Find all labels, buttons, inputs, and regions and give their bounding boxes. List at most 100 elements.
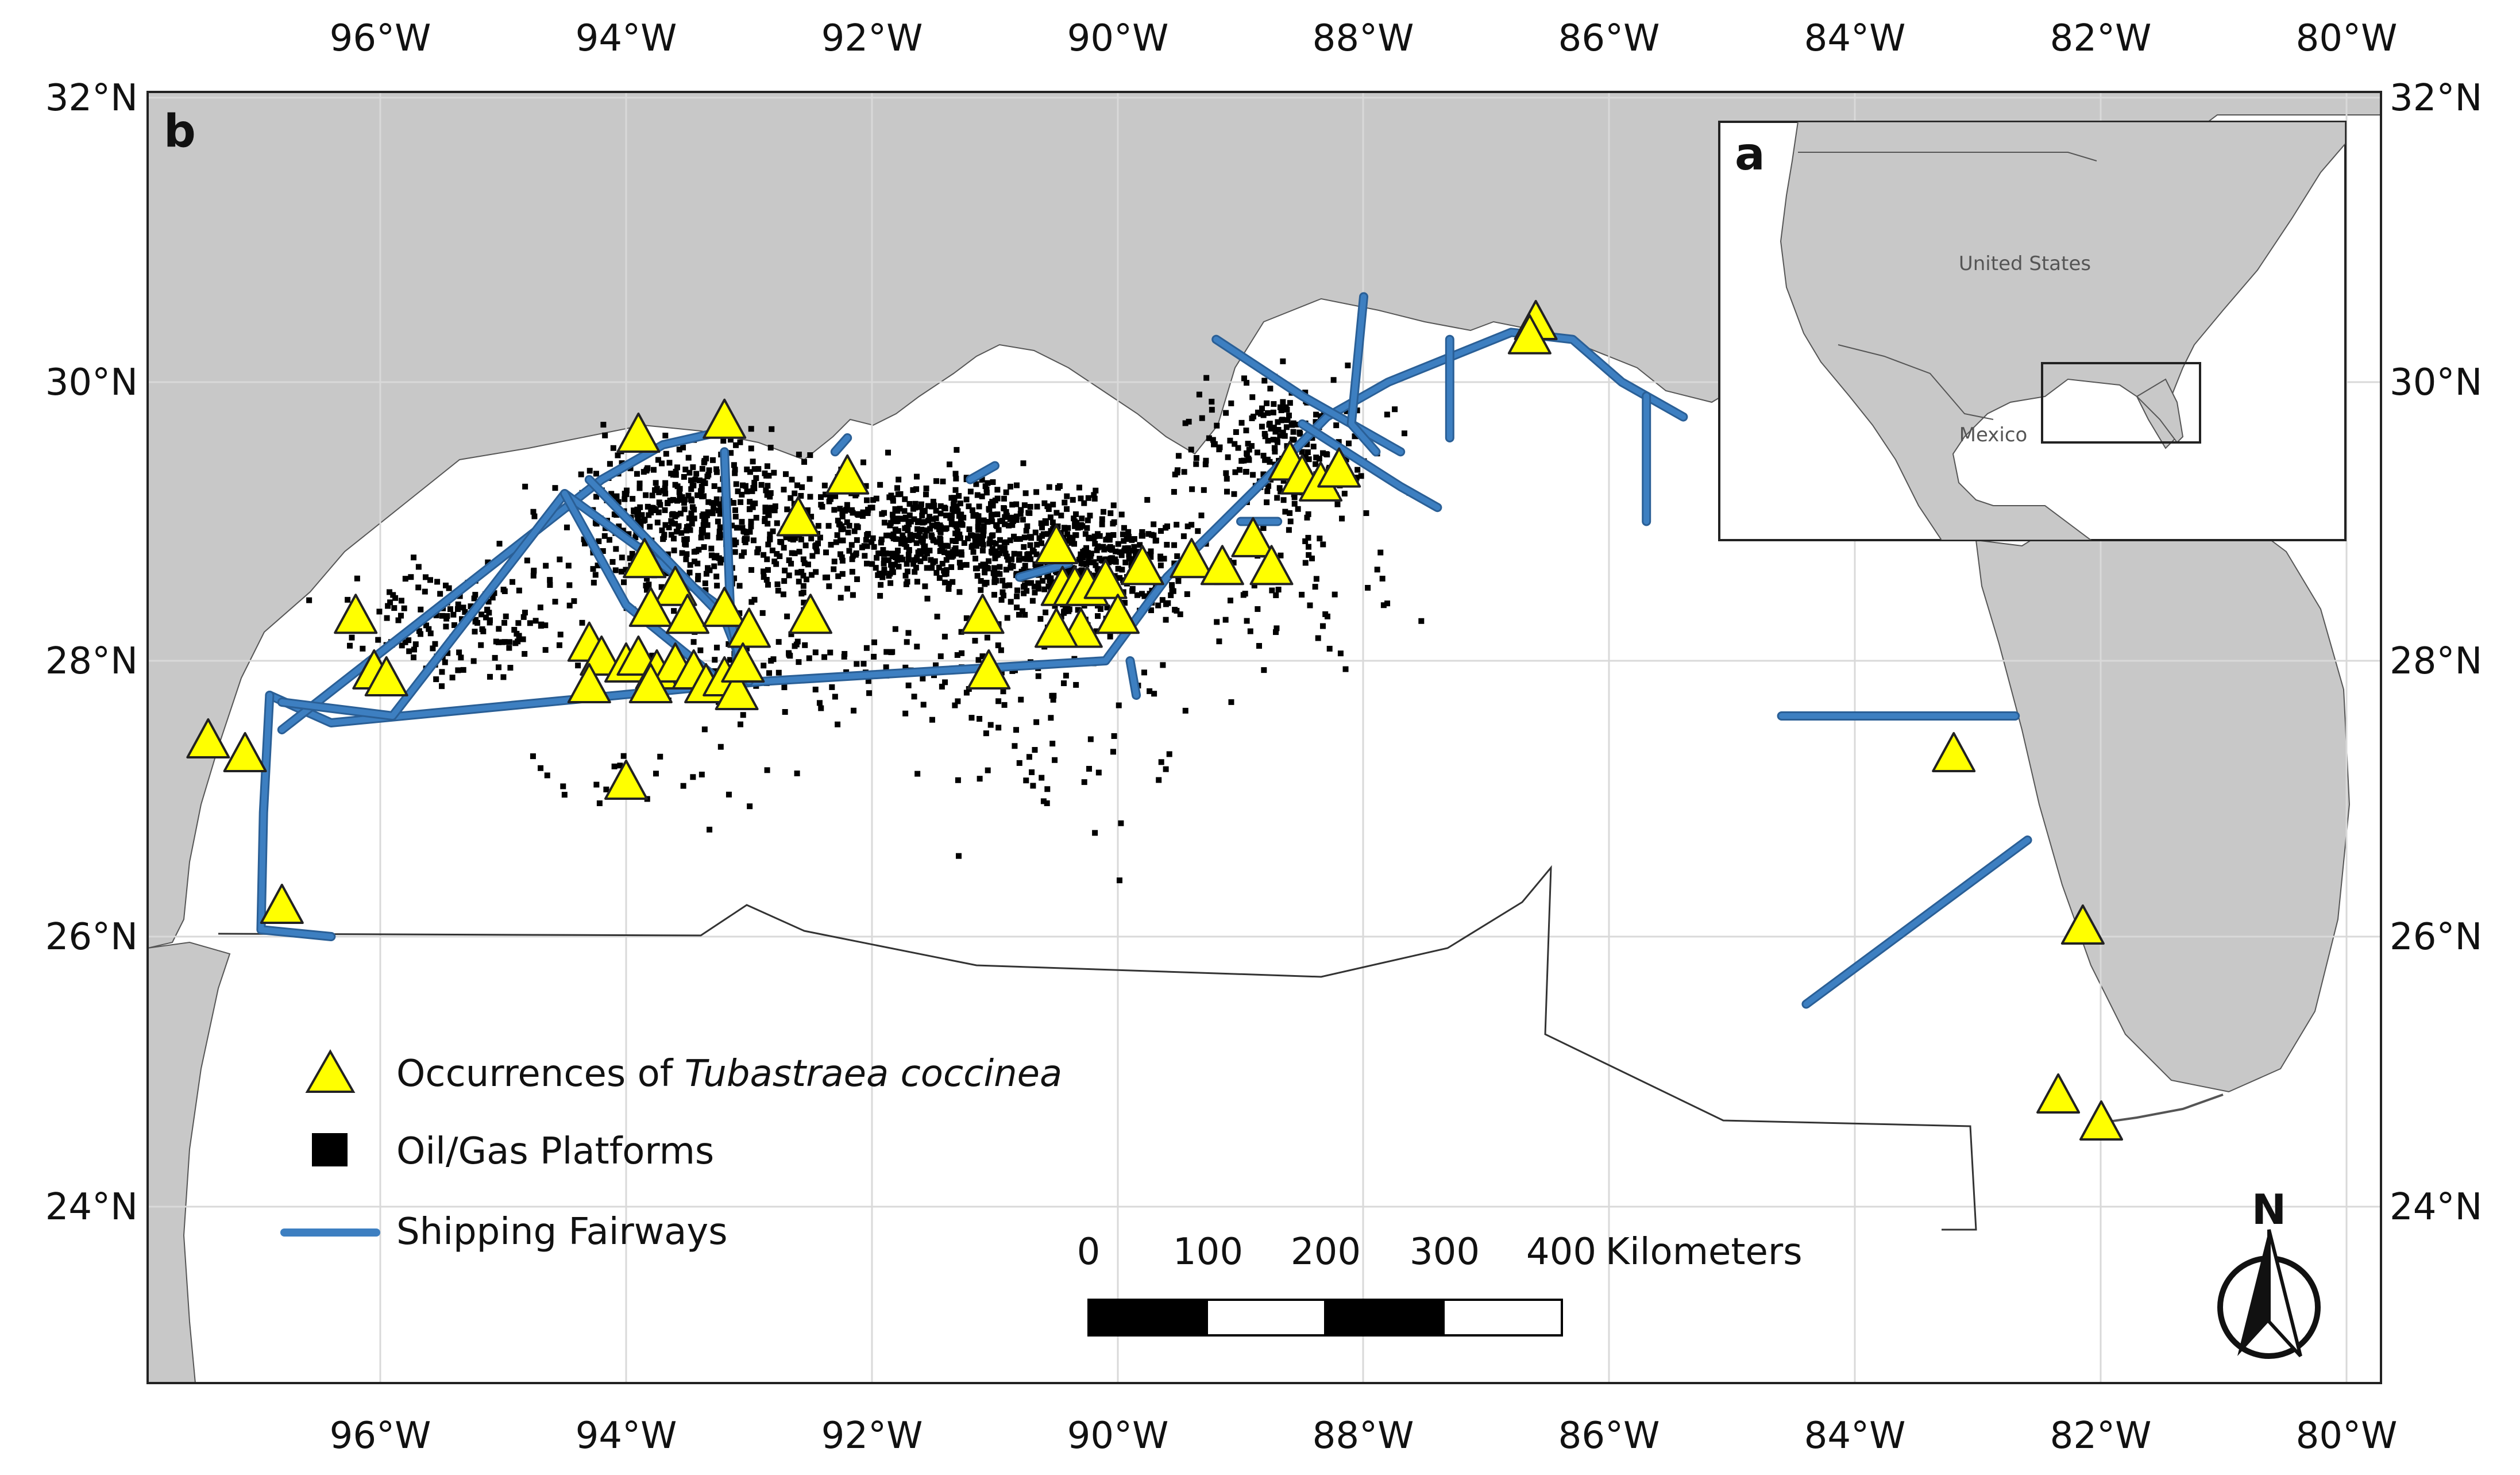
platform-marker <box>946 580 952 587</box>
platform-marker <box>1184 591 1190 598</box>
platform-marker <box>989 499 995 505</box>
platform-marker <box>768 657 774 664</box>
platform-marker <box>699 771 705 777</box>
platform-marker <box>879 574 886 580</box>
fairway-line <box>1348 294 1379 455</box>
platform-marker <box>601 533 608 539</box>
platform-marker <box>711 504 717 511</box>
platform-marker <box>748 445 754 452</box>
platform-marker <box>975 523 981 530</box>
platform-marker <box>849 556 855 563</box>
platform-marker <box>1171 542 1178 548</box>
platform-marker <box>1119 567 1125 573</box>
occurrence-marker <box>2079 1100 2123 1141</box>
platform-marker <box>663 570 669 576</box>
platform-marker <box>822 491 828 498</box>
platform-marker <box>1302 538 1309 544</box>
platform-marker <box>975 519 981 525</box>
platform-marker <box>874 554 880 561</box>
platform-marker <box>968 715 975 721</box>
platform-marker <box>1231 491 1237 497</box>
platform-marker <box>1058 513 1064 519</box>
platform-marker <box>1290 429 1296 435</box>
platform-marker <box>831 559 838 565</box>
platform-marker <box>1147 551 1153 557</box>
platform-marker <box>1065 569 1071 575</box>
platform-marker <box>736 583 743 589</box>
platform-marker <box>834 532 840 538</box>
platform-marker <box>812 543 819 549</box>
platform-marker <box>1118 552 1125 559</box>
platform-marker <box>471 595 477 602</box>
platform-marker <box>654 486 660 492</box>
platform-marker <box>306 597 312 603</box>
platform-marker <box>694 492 701 498</box>
platform-marker <box>963 562 970 568</box>
platform-marker <box>487 673 493 680</box>
platform-marker <box>1214 619 1220 625</box>
platform-marker <box>933 478 939 484</box>
platform-marker <box>1172 471 1178 477</box>
platform-marker <box>1186 418 1192 425</box>
platform-marker <box>901 508 908 514</box>
scale-unit: Kilometers <box>1606 1231 1803 1273</box>
platform-marker <box>1193 461 1199 467</box>
platform-marker <box>1245 455 1252 461</box>
platform-marker <box>980 561 986 568</box>
platform-marker <box>1181 469 1187 475</box>
platform-marker <box>612 567 619 573</box>
platform-marker <box>1313 461 1319 467</box>
platform-marker <box>992 555 998 561</box>
platform-marker <box>767 445 774 451</box>
platform-marker <box>704 522 711 528</box>
platform-marker <box>1001 495 1007 502</box>
platform-marker <box>1278 552 1284 559</box>
platform-marker <box>1137 542 1143 548</box>
platform-marker <box>1007 537 1013 544</box>
platform-marker <box>905 630 912 636</box>
platform-marker <box>753 475 759 482</box>
platform-marker <box>913 473 920 480</box>
platform-marker <box>1016 551 1022 557</box>
platform-marker <box>1036 535 1043 541</box>
platform-marker <box>1157 556 1164 562</box>
platform-marker <box>1039 775 1045 781</box>
platform-marker <box>968 532 974 538</box>
fairway-line <box>832 435 851 455</box>
platform-marker <box>1117 549 1123 555</box>
platform-marker <box>538 623 544 629</box>
platform-marker <box>1169 587 1175 594</box>
scale-seg <box>1442 1299 1563 1337</box>
platform-marker <box>1008 483 1014 490</box>
platform-marker <box>948 517 955 523</box>
north-label: N <box>2252 1185 2286 1234</box>
platform-marker <box>975 527 982 533</box>
platform-marker <box>1250 472 1256 478</box>
platform-marker <box>688 477 694 483</box>
platform-marker <box>1092 541 1098 547</box>
platform-marker <box>677 486 683 492</box>
platform-marker <box>765 581 771 588</box>
platform-marker <box>1086 557 1092 563</box>
platform-marker <box>855 524 861 530</box>
platform-marker <box>950 501 956 507</box>
platform-marker <box>975 657 982 663</box>
platform-marker <box>1099 521 1105 527</box>
platform-marker <box>547 582 553 588</box>
scale-seg <box>1206 1299 1326 1337</box>
platform-marker <box>1203 375 1210 381</box>
platform-marker <box>697 647 704 653</box>
platform-marker <box>701 726 708 733</box>
platform-marker <box>991 575 998 581</box>
platform-marker <box>1209 399 1215 405</box>
platform-marker <box>593 781 600 788</box>
platform-marker <box>686 523 692 529</box>
platform-marker <box>1224 476 1230 482</box>
platform-marker <box>1319 450 1326 456</box>
platform-marker <box>1011 550 1017 557</box>
platform-marker <box>531 513 538 519</box>
platform-marker <box>629 550 635 557</box>
platform-marker <box>881 519 887 526</box>
platform-marker <box>952 521 958 527</box>
platform-marker <box>1334 501 1341 507</box>
